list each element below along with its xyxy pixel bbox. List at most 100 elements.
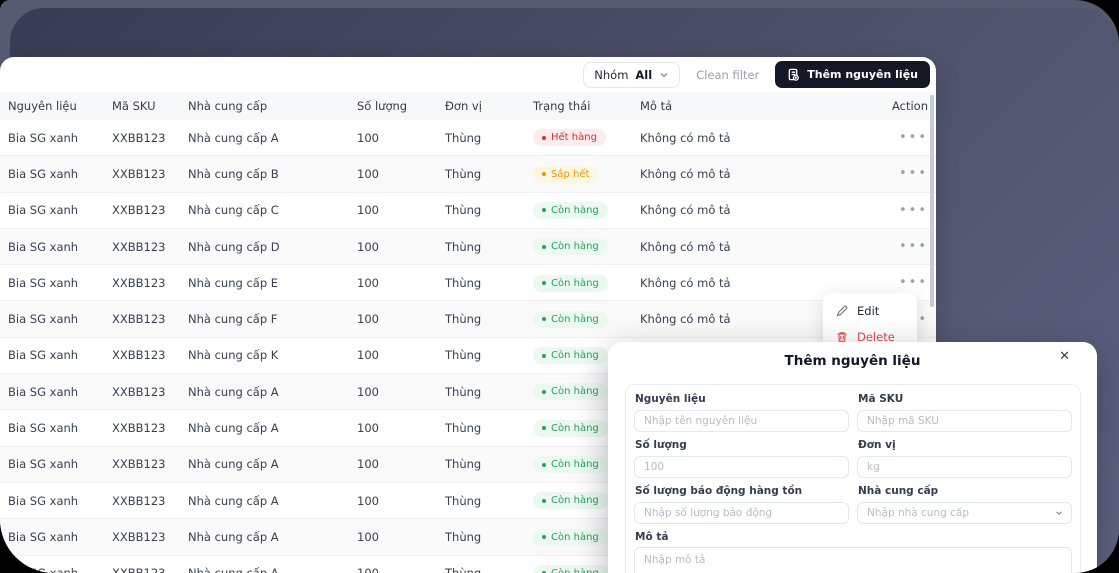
status-dot-icon <box>542 244 546 249</box>
cell-desc: Không có mô tả <box>640 130 731 145</box>
status-label: Hết hàng <box>551 132 597 144</box>
cell-qty: 100 <box>357 529 379 544</box>
table-row: Bia SG xanh XXBB123 Nhà cung cấp D 100 T… <box>0 228 936 266</box>
cell-supplier: Nhà cung cấp A <box>188 529 279 544</box>
unit-input[interactable] <box>857 456 1072 478</box>
cell-supplier: Nhà cung cấp D <box>188 239 280 254</box>
cell-supplier: Nhà cung cấp K <box>188 348 279 363</box>
status-badge: Còn hàng <box>533 383 608 401</box>
cell-desc: Không có mô tả <box>640 239 731 254</box>
cell-supplier: Nhà cung cấp B <box>188 166 279 181</box>
status-label: Còn hàng <box>551 350 599 362</box>
row-actions-button[interactable]: ••• <box>898 202 928 218</box>
cell-unit: Thùng <box>445 384 482 399</box>
cell-sku: XXBB123 <box>112 384 166 399</box>
cell-qty: 100 <box>357 384 379 399</box>
modal-title: Thêm nguyên liệu <box>784 353 921 369</box>
cell-qty: 100 <box>357 130 379 145</box>
cell-status: Hết hàng <box>533 129 640 147</box>
status-badge: Sắp hết <box>533 165 599 183</box>
cell-unit: Thùng <box>445 275 482 290</box>
status-label: Còn hàng <box>551 495 599 507</box>
row-actions-button[interactable]: ••• <box>898 166 928 182</box>
table-row: Bia SG xanh XXBB123 Nhà cung cấp F 100 T… <box>0 301 936 338</box>
cell-qty: 100 <box>357 566 445 573</box>
cell-name: Bia SG xanh <box>8 457 79 472</box>
status-label: Còn hàng <box>551 459 599 471</box>
status-label: Còn hàng <box>551 277 599 289</box>
clean-filter-button[interactable]: Clean filter <box>696 67 760 82</box>
row-actions-button[interactable]: ••• <box>898 130 928 146</box>
field-name: Nguyên liệu <box>634 393 849 432</box>
header-desc: Mô tả <box>640 99 673 113</box>
add-ingredient-icon <box>788 68 800 81</box>
status-label: Còn hàng <box>551 386 599 398</box>
status-label: Còn hàng <box>551 241 599 253</box>
close-icon[interactable]: ✕ <box>1059 349 1070 364</box>
cell-sku: XXBB123 <box>112 275 166 290</box>
desc-textarea[interactable] <box>634 547 1072 573</box>
group-filter-select[interactable]: Nhóm All <box>583 61 681 88</box>
cell-supplier: Nhà cung cấp A <box>188 493 279 508</box>
header-unit: Đơn vị <box>445 99 482 113</box>
header-action: Action <box>891 99 928 113</box>
vertical-scrollbar[interactable] <box>930 95 934 307</box>
field-supplier: Nhà cung cấp <box>857 478 1072 524</box>
cell-status: Còn hàng <box>533 201 640 219</box>
supplier-select[interactable] <box>857 502 1072 524</box>
status-badge: Còn hàng <box>533 528 608 546</box>
row-actions-button[interactable]: ••• <box>898 275 928 291</box>
sku-input[interactable] <box>857 410 1072 432</box>
cell-unit: Thùng <box>445 203 482 218</box>
cell-unit: Thùng <box>445 312 482 327</box>
table-row: Bia SG xanh XXBB123 Nhà cung cấp E 100 T… <box>0 265 936 302</box>
cell-name: Bia SG xanh <box>8 203 79 218</box>
cell-name: Bia SG xanh <box>8 566 112 573</box>
cell-status: Còn hàng <box>533 564 640 573</box>
field-unit: Đơn vị <box>857 432 1072 478</box>
group-filter-value: All <box>635 67 653 82</box>
cell-status: Sắp hết <box>533 165 640 183</box>
table-row: Bia SG xanh XXBB123 Nhà cung cấp B 100 T… <box>0 156 936 193</box>
table-row: Bia SG xanh XXBB123 Nhà cung cấp A 100 T… <box>0 120 936 157</box>
cell-sku: XXBB123 <box>112 457 166 472</box>
status-dot-icon <box>542 498 546 503</box>
header-status: Trạng thái <box>533 99 591 113</box>
status-badge: Còn hàng <box>533 347 608 365</box>
cell-status: Còn hàng <box>533 347 640 365</box>
cell-qty: 100 <box>357 275 379 290</box>
status-badge: Còn hàng <box>533 419 608 437</box>
context-menu-edit[interactable]: Edit <box>823 298 917 324</box>
toolbar: Nhóm All Clean filter Thêm nguyên liệu <box>0 57 936 92</box>
status-dot-icon <box>542 281 546 286</box>
cell-qty: 100 <box>357 203 379 218</box>
status-label: Còn hàng <box>551 568 599 573</box>
status-badge: Còn hàng <box>533 310 608 328</box>
status-badge: Còn hàng <box>533 564 608 573</box>
status-badge: Hết hàng <box>533 129 606 147</box>
cell-status: Còn hàng <box>533 528 640 546</box>
cell-sku: XXBB123 <box>112 203 166 218</box>
cell-sku: XXBB123 <box>112 529 166 544</box>
header-sku: Mã SKU <box>112 99 156 113</box>
row-actions-button[interactable]: ••• <box>898 239 928 255</box>
qty-input[interactable] <box>634 456 849 478</box>
alert-qty-input[interactable] <box>634 502 849 524</box>
cell-desc: Không có mô tả <box>640 203 731 218</box>
status-dot-icon <box>542 172 546 177</box>
status-dot-icon <box>542 571 546 573</box>
cell-supplier: Nhà cung cấp A <box>188 421 279 436</box>
add-ingredient-modal: Thêm nguyên liệu ✕ Nguyên liệu Mã SKU Số… <box>608 342 1097 573</box>
cell-name: Bia SG xanh <box>8 275 79 290</box>
cell-unit: Thùng <box>445 239 482 254</box>
header-supplier: Nhà cung cấp <box>188 99 268 113</box>
add-ingredient-button[interactable]: Thêm nguyên liệu <box>775 61 930 88</box>
context-menu-edit-label: Edit <box>857 304 880 318</box>
status-dot-icon <box>542 535 546 540</box>
cell-name: Bia SG xanh <box>8 384 79 399</box>
supplier-field-label: Nhà cung cấp <box>858 485 939 497</box>
cell-sku: XXBB123 <box>112 421 166 436</box>
name-input[interactable] <box>634 410 849 432</box>
context-menu-delete[interactable]: Delete <box>823 324 917 350</box>
